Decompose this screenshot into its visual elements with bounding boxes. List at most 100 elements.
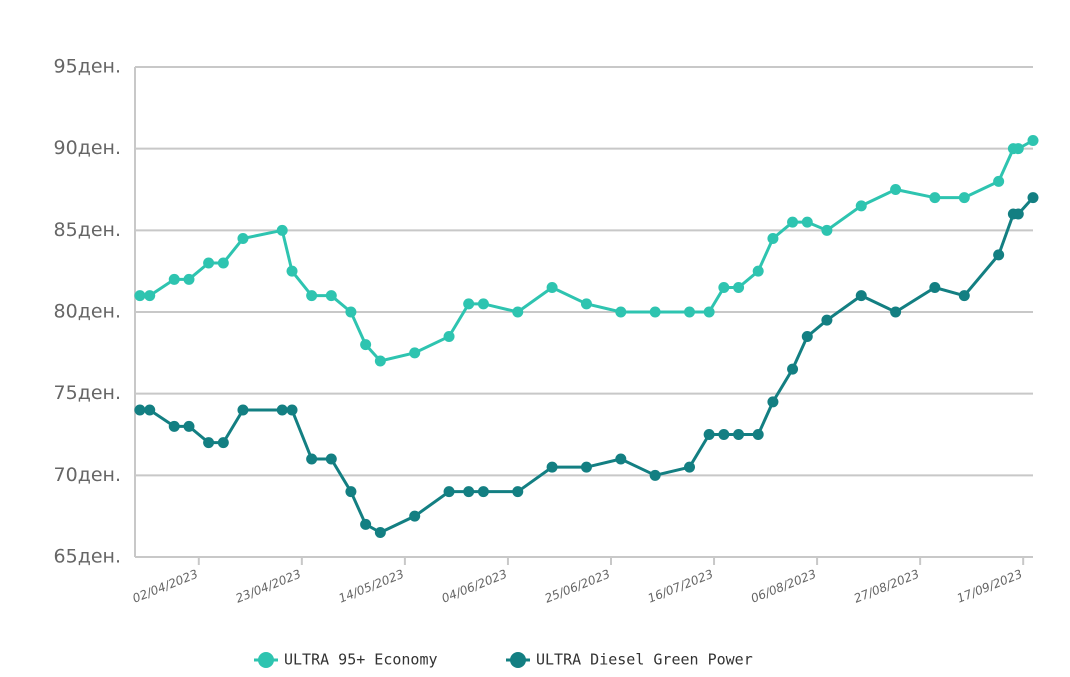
x-tick-label: 06/08/2023 (749, 567, 818, 606)
data-point (463, 486, 475, 498)
data-point (134, 404, 146, 416)
data-point (890, 306, 902, 318)
data-point (325, 453, 337, 465)
data-point (890, 184, 902, 195)
data-point (374, 355, 386, 367)
data-point (767, 396, 779, 408)
data-point (703, 429, 715, 440)
data-point (276, 224, 288, 236)
legend-marker (258, 652, 274, 668)
data-point (203, 437, 215, 449)
data-point (615, 453, 627, 465)
data-point (345, 306, 357, 318)
data-point (649, 306, 661, 318)
data-point (183, 273, 195, 285)
data-point (615, 306, 627, 318)
y-tick-label: 90ден. (54, 137, 121, 159)
data-point (801, 216, 813, 228)
x-tick-label: 14/05/2023 (337, 567, 406, 606)
data-point (443, 486, 455, 498)
data-point (374, 527, 386, 538)
data-point (684, 461, 696, 473)
data-point (144, 404, 156, 416)
data-point (134, 290, 146, 302)
data-point (580, 461, 592, 473)
data-point (703, 306, 715, 318)
y-tick-label: 85ден. (54, 219, 121, 241)
data-point (360, 518, 372, 530)
data-point (1012, 208, 1024, 220)
y-tick-label: 95ден. (54, 56, 121, 78)
data-point (168, 420, 180, 432)
data-point (345, 486, 357, 498)
data-point (237, 404, 249, 416)
data-point (958, 192, 970, 204)
data-point (217, 257, 229, 269)
x-tick-label: 02/04/2023 (131, 567, 200, 606)
data-point (855, 290, 867, 302)
x-tick-label: 27/08/2023 (852, 567, 921, 606)
data-point (767, 233, 779, 244)
series-line (139, 139, 1034, 363)
data-point (360, 339, 372, 351)
data-point (477, 298, 489, 310)
data-point (512, 486, 524, 498)
data-point (718, 429, 730, 440)
data-point (183, 420, 195, 432)
data-point (752, 429, 764, 440)
data-point (993, 175, 1005, 187)
data-point (787, 216, 799, 228)
data-point (306, 290, 318, 302)
y-tick-label: 70ден. (54, 464, 121, 486)
data-point (477, 486, 489, 498)
data-point (217, 437, 229, 449)
data-point (801, 331, 813, 342)
legend-marker (510, 652, 526, 668)
data-point (733, 429, 745, 440)
data-point (512, 306, 524, 318)
data-point (286, 404, 298, 416)
x-tick-label: 16/07/2023 (646, 567, 715, 606)
data-point (993, 249, 1005, 261)
data-point (1027, 135, 1039, 146)
data-point (306, 453, 318, 465)
data-point (1012, 143, 1024, 155)
data-point (580, 298, 592, 310)
y-tick-label: 75ден. (54, 382, 121, 404)
data-point (409, 510, 421, 522)
data-point (821, 224, 833, 236)
data-point (546, 461, 558, 473)
y-tick-label: 65ден. (54, 546, 121, 568)
x-tick-label: 25/06/2023 (543, 567, 612, 606)
data-point (718, 282, 730, 293)
data-point (929, 282, 941, 293)
data-point (733, 282, 745, 293)
data-point (409, 347, 421, 359)
data-point (325, 290, 337, 302)
data-point (463, 298, 475, 310)
series-line (139, 196, 1035, 535)
data-point (443, 331, 455, 342)
y-tick-label: 80ден. (54, 301, 121, 323)
data-point (929, 192, 941, 204)
data-point (787, 363, 799, 375)
x-tick-label: 17/09/2023 (955, 567, 1024, 606)
data-point (546, 282, 558, 293)
legend-label: ULTRA Diesel Green Power (536, 651, 753, 669)
data-point (821, 314, 833, 326)
data-point (649, 469, 661, 481)
data-point (752, 265, 764, 277)
data-point (276, 404, 288, 416)
data-point (1027, 192, 1039, 204)
x-tick-label: 04/06/2023 (440, 567, 509, 606)
data-point (237, 233, 249, 244)
legend-label: ULTRA 95+ Economy (284, 651, 438, 669)
data-point (684, 306, 696, 318)
data-point (855, 200, 867, 212)
data-point (286, 265, 298, 277)
data-point (203, 257, 215, 269)
data-point (958, 290, 970, 302)
x-tick-label: 23/04/2023 (234, 567, 303, 606)
data-point (144, 290, 156, 302)
